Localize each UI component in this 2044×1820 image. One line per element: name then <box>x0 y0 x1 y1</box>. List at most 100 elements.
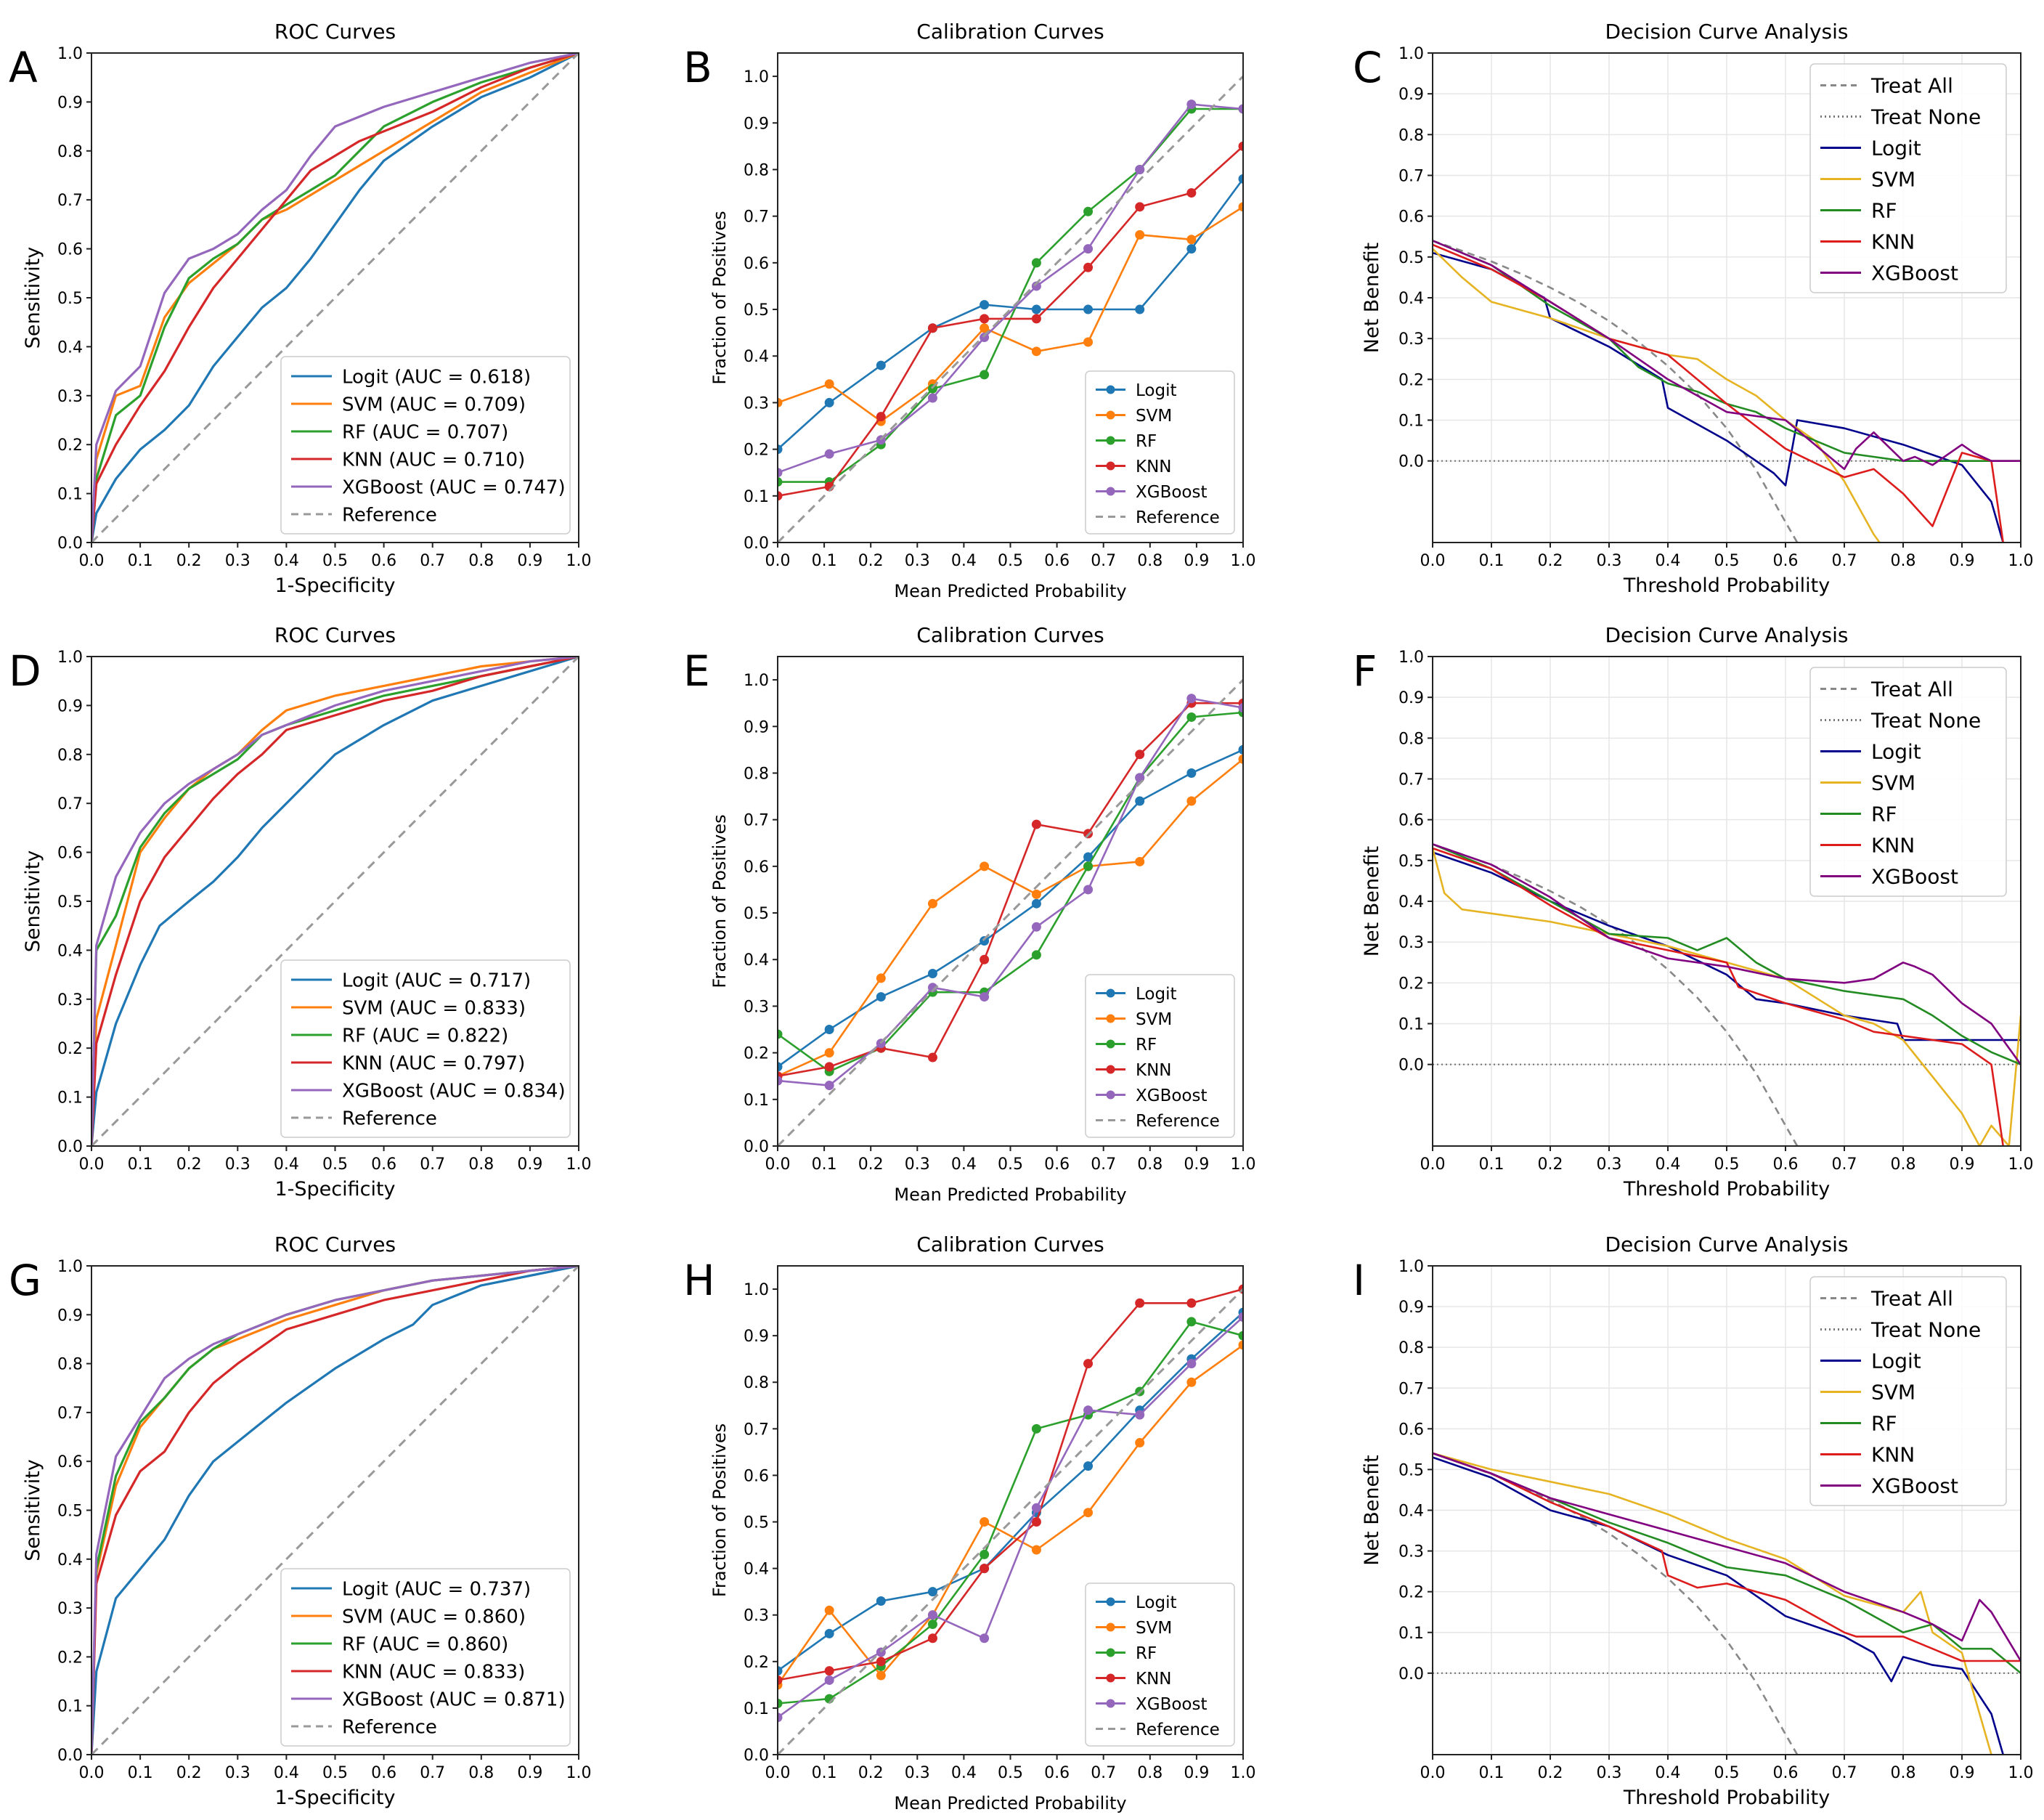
y-tick-label: 0.1 <box>1398 413 1424 431</box>
x-tick-label: 1.0 <box>566 1155 592 1174</box>
y-tick-label: 0.6 <box>744 1467 769 1485</box>
data-point <box>1135 202 1145 212</box>
data-point <box>1031 1545 1041 1555</box>
series-line-logit <box>778 749 1243 1068</box>
x-axis-label: 1-Specificity <box>274 1787 395 1809</box>
y-tick-label: 1.0 <box>57 649 83 667</box>
y-tick-label: 0.7 <box>1398 168 1424 186</box>
data-point <box>980 954 990 964</box>
data-point <box>1135 1438 1145 1448</box>
panel-g: 0.0 0.1 0.2 0.3 0.4 0.5 0.6 0.7 0.8 0.9 1.0 0.0 0.1 0… <box>9 1232 592 1809</box>
plot-area <box>1433 240 2021 543</box>
data-point <box>1031 314 1041 324</box>
y-tick-label: 0.9 <box>57 1307 83 1325</box>
data-point <box>980 1564 990 1574</box>
y-tick-label: 0.5 <box>1398 249 1424 267</box>
data-point <box>1083 885 1094 895</box>
x-tick-label: 0.6 <box>1044 1764 1070 1782</box>
legend-label: XGBoost <box>1871 1474 1958 1498</box>
y-tick-label: 1.0 <box>57 45 83 63</box>
y-tick-label: 0.9 <box>1398 86 1424 104</box>
data-point <box>1238 1331 1243 1341</box>
data-point <box>1083 861 1094 872</box>
y-tick-label: 0.7 <box>57 192 83 210</box>
data-point <box>1238 1340 1243 1350</box>
x-tick-label: 0.4 <box>274 1764 299 1782</box>
data-point <box>1135 304 1145 314</box>
y-tick-label: 0.8 <box>744 161 769 179</box>
data-point <box>1083 206 1094 216</box>
y-tick-label: 0.1 <box>57 486 83 504</box>
x-tick-label: 0.0 <box>1420 552 1446 570</box>
data-point <box>980 861 990 872</box>
y-tick-label: 0.2 <box>744 442 769 460</box>
x-tick-label: 0.4 <box>951 1155 977 1174</box>
legend-label: RF <box>1136 1036 1157 1055</box>
x-tick-label: 0.2 <box>176 1764 202 1782</box>
panel-title: ROC Curves <box>274 623 396 647</box>
data-point <box>980 314 990 324</box>
series-line-svm <box>91 657 579 1146</box>
legend-label: RF (AUC = 0.707) <box>342 421 508 443</box>
series-line-reference <box>778 76 1243 543</box>
y-tick-label: 0.3 <box>744 394 769 413</box>
legend-label: Treat None <box>1870 1318 1981 1342</box>
series-line-xgboost <box>91 657 579 1146</box>
y-axis-label: Fraction of Positives <box>709 814 730 988</box>
series-line-reference <box>778 1288 1243 1755</box>
series-line-rf <box>1433 843 2021 1065</box>
y-tick-label: 0.8 <box>1398 1339 1424 1357</box>
series-line-treat <box>1433 1452 1799 1755</box>
y-tick-label: 0.7 <box>57 795 83 813</box>
x-tick-label: 0.2 <box>858 1764 884 1782</box>
legend-label: Logit <box>1136 1593 1177 1612</box>
panel-title: Calibration Curves <box>916 1232 1104 1256</box>
panel-letter: E <box>683 646 710 696</box>
x-tick-label: 0.3 <box>225 1764 251 1782</box>
legend-label: KNN <box>1871 834 1915 858</box>
series-line-logit <box>1433 251 2004 543</box>
data-point <box>1238 1312 1243 1323</box>
x-tick-label: 0.4 <box>1656 1155 1681 1174</box>
x-tick-label: 0.1 <box>1479 1764 1505 1782</box>
data-point <box>876 412 886 422</box>
y-tick-label: 0.9 <box>1398 689 1424 707</box>
x-tick-label: 0.3 <box>1597 552 1622 570</box>
legend-label: SVM <box>1136 1619 1172 1638</box>
x-tick-label: 1.0 <box>1231 552 1256 570</box>
data-point <box>1186 768 1197 778</box>
series-line-xgboost <box>778 1316 1243 1718</box>
legend-label: XGBoost <box>1136 1086 1208 1105</box>
x-tick-label: 0.8 <box>1137 552 1163 570</box>
x-tick-label: 0.4 <box>274 552 299 570</box>
x-tick-label: 0.5 <box>322 552 348 570</box>
panel-title: Calibration Curves <box>916 623 1104 647</box>
data-point <box>1135 1298 1145 1308</box>
y-tick-label: 0.3 <box>57 1600 83 1618</box>
x-tick-label: 0.3 <box>225 552 251 570</box>
x-tick-label: 0.8 <box>468 1764 494 1782</box>
legend: Logit (AUC = 0.618) SVM (AUC = 0.709) RF (… <box>280 356 571 535</box>
x-tick-label: 0.6 <box>1773 1155 1799 1174</box>
y-tick-label: 0.2 <box>1398 371 1424 389</box>
y-tick-label: 0.9 <box>744 115 769 133</box>
x-tick-label: 0.8 <box>1891 1764 1916 1782</box>
legend-label: KNN <box>1136 1061 1172 1080</box>
legend: Logit (AUC = 0.717) SVM (AUC = 0.833) RF (… <box>280 959 571 1138</box>
y-tick-label: 0.8 <box>1398 126 1424 145</box>
data-point <box>876 973 886 983</box>
y-tick-label: 0.3 <box>744 1607 769 1625</box>
plot-area <box>91 53 579 543</box>
legend-label: XGBoost <box>1136 1695 1208 1714</box>
x-tick-label: 0.8 <box>1137 1764 1163 1782</box>
y-tick-label: 0.7 <box>744 812 769 830</box>
data-point <box>824 1628 834 1638</box>
legend: Treat All Treat None Logit SVM RF KNN XGBoost <box>1809 63 2007 293</box>
data-point <box>1186 694 1197 704</box>
x-tick-label: 0.4 <box>1656 552 1681 570</box>
x-tick-label: 0.4 <box>1656 1764 1681 1782</box>
y-tick-label: 1.0 <box>744 68 769 86</box>
x-tick-label: 0.1 <box>128 1155 153 1174</box>
x-tick-label: 1.0 <box>2008 1155 2034 1174</box>
x-tick-label: 0.9 <box>1184 1764 1209 1782</box>
